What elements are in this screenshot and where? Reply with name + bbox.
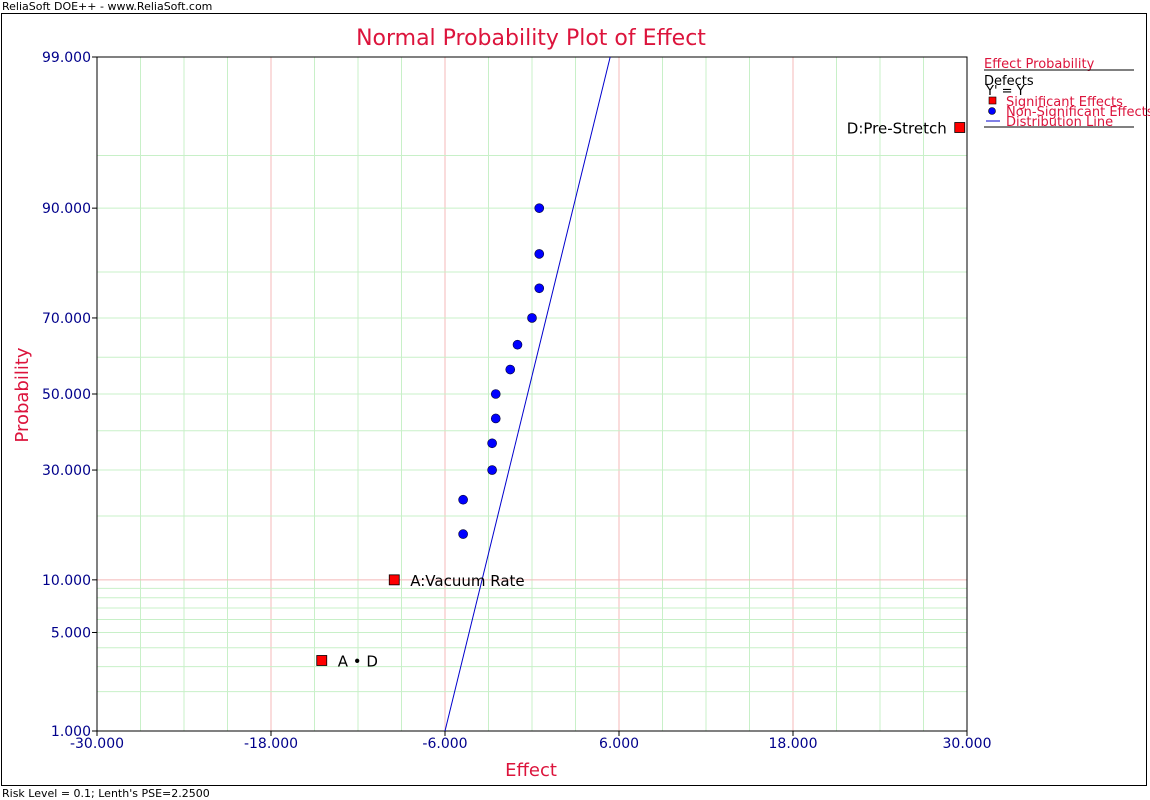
- legend-circle-icon: [988, 107, 996, 115]
- chart-frame: [1, 13, 1147, 786]
- legend-dataset: Defects: [984, 74, 1034, 89]
- y-tick-label: 30.000: [42, 463, 91, 479]
- y-tick-label: 5.000: [51, 625, 91, 641]
- non-significant-point: [487, 465, 497, 475]
- significant-point-label: D:Pre-Stretch: [847, 120, 947, 138]
- non-significant-point: [458, 529, 468, 539]
- non-significant-point: [534, 249, 545, 259]
- x-tick-label: 30.000: [943, 736, 992, 752]
- y-tick-label: 90.000: [42, 201, 91, 217]
- legend: Effect Probability Defects Y' = Y Signif…: [984, 57, 1150, 130]
- y-axis-title: Probability: [12, 347, 33, 442]
- y-tick-label: 1.000: [51, 724, 91, 740]
- significant-point: [954, 122, 966, 133]
- legend-equation: Y' = Y: [985, 84, 1025, 99]
- y-tick-label: 50.000: [42, 387, 91, 403]
- significant-point: [316, 655, 328, 666]
- significant-point-label: A:Vacuum Rate: [410, 572, 524, 590]
- legend-square-icon: [988, 96, 997, 105]
- non-significant-point: [527, 313, 537, 323]
- x-tick-label: -18.000: [244, 736, 298, 752]
- x-axis-title: Effect: [505, 760, 557, 781]
- distribution-line: [444, 56, 611, 732]
- legend-item-significant: Significant Effects: [1006, 95, 1123, 110]
- y-tick-label: 99.000: [42, 50, 91, 66]
- status-bar: Risk Level = 0.1; Lenth's PSE=2.2500: [2, 787, 210, 800]
- tick-layer: -30.000 -18.000 -6.000 6.000 18.000 30.000 1.0…: [42, 50, 992, 752]
- significant-point: [388, 574, 400, 586]
- legend-item-distribution-line: Distribution Line: [1006, 115, 1113, 130]
- x-tick-label: 18.000: [769, 736, 818, 752]
- x-tick-label: 6.000: [599, 736, 639, 752]
- legend-item-non-significant: Non-Significant Effects: [1006, 105, 1150, 120]
- points-layer: A • D A:Vacuum Rate D:Pre-Stretch: [316, 120, 966, 670]
- legend-title: Effect Probability: [984, 57, 1095, 72]
- non-significant-point: [505, 364, 516, 375]
- non-significant-point: [534, 203, 545, 213]
- grid-layer: [96, 56, 968, 732]
- distribution-line-layer: [444, 56, 611, 732]
- y-tick-label: 10.000: [42, 573, 91, 589]
- non-significant-point: [490, 413, 501, 424]
- chart-title: Normal Probability Plot of Effect: [356, 26, 706, 51]
- y-tick-label: 70.000: [42, 311, 91, 327]
- non-significant-point: [512, 339, 523, 350]
- non-significant-point: [487, 438, 497, 449]
- non-significant-point: [490, 389, 501, 399]
- app-header: ReliaSoft DOE++ - www.ReliaSoft.com: [2, 0, 213, 13]
- x-tick-label: -30.000: [70, 736, 124, 752]
- x-tick-label: -6.000: [422, 736, 467, 752]
- non-significant-point: [458, 494, 468, 505]
- non-significant-point: [534, 283, 545, 294]
- significant-point-label: A • D: [338, 652, 378, 670]
